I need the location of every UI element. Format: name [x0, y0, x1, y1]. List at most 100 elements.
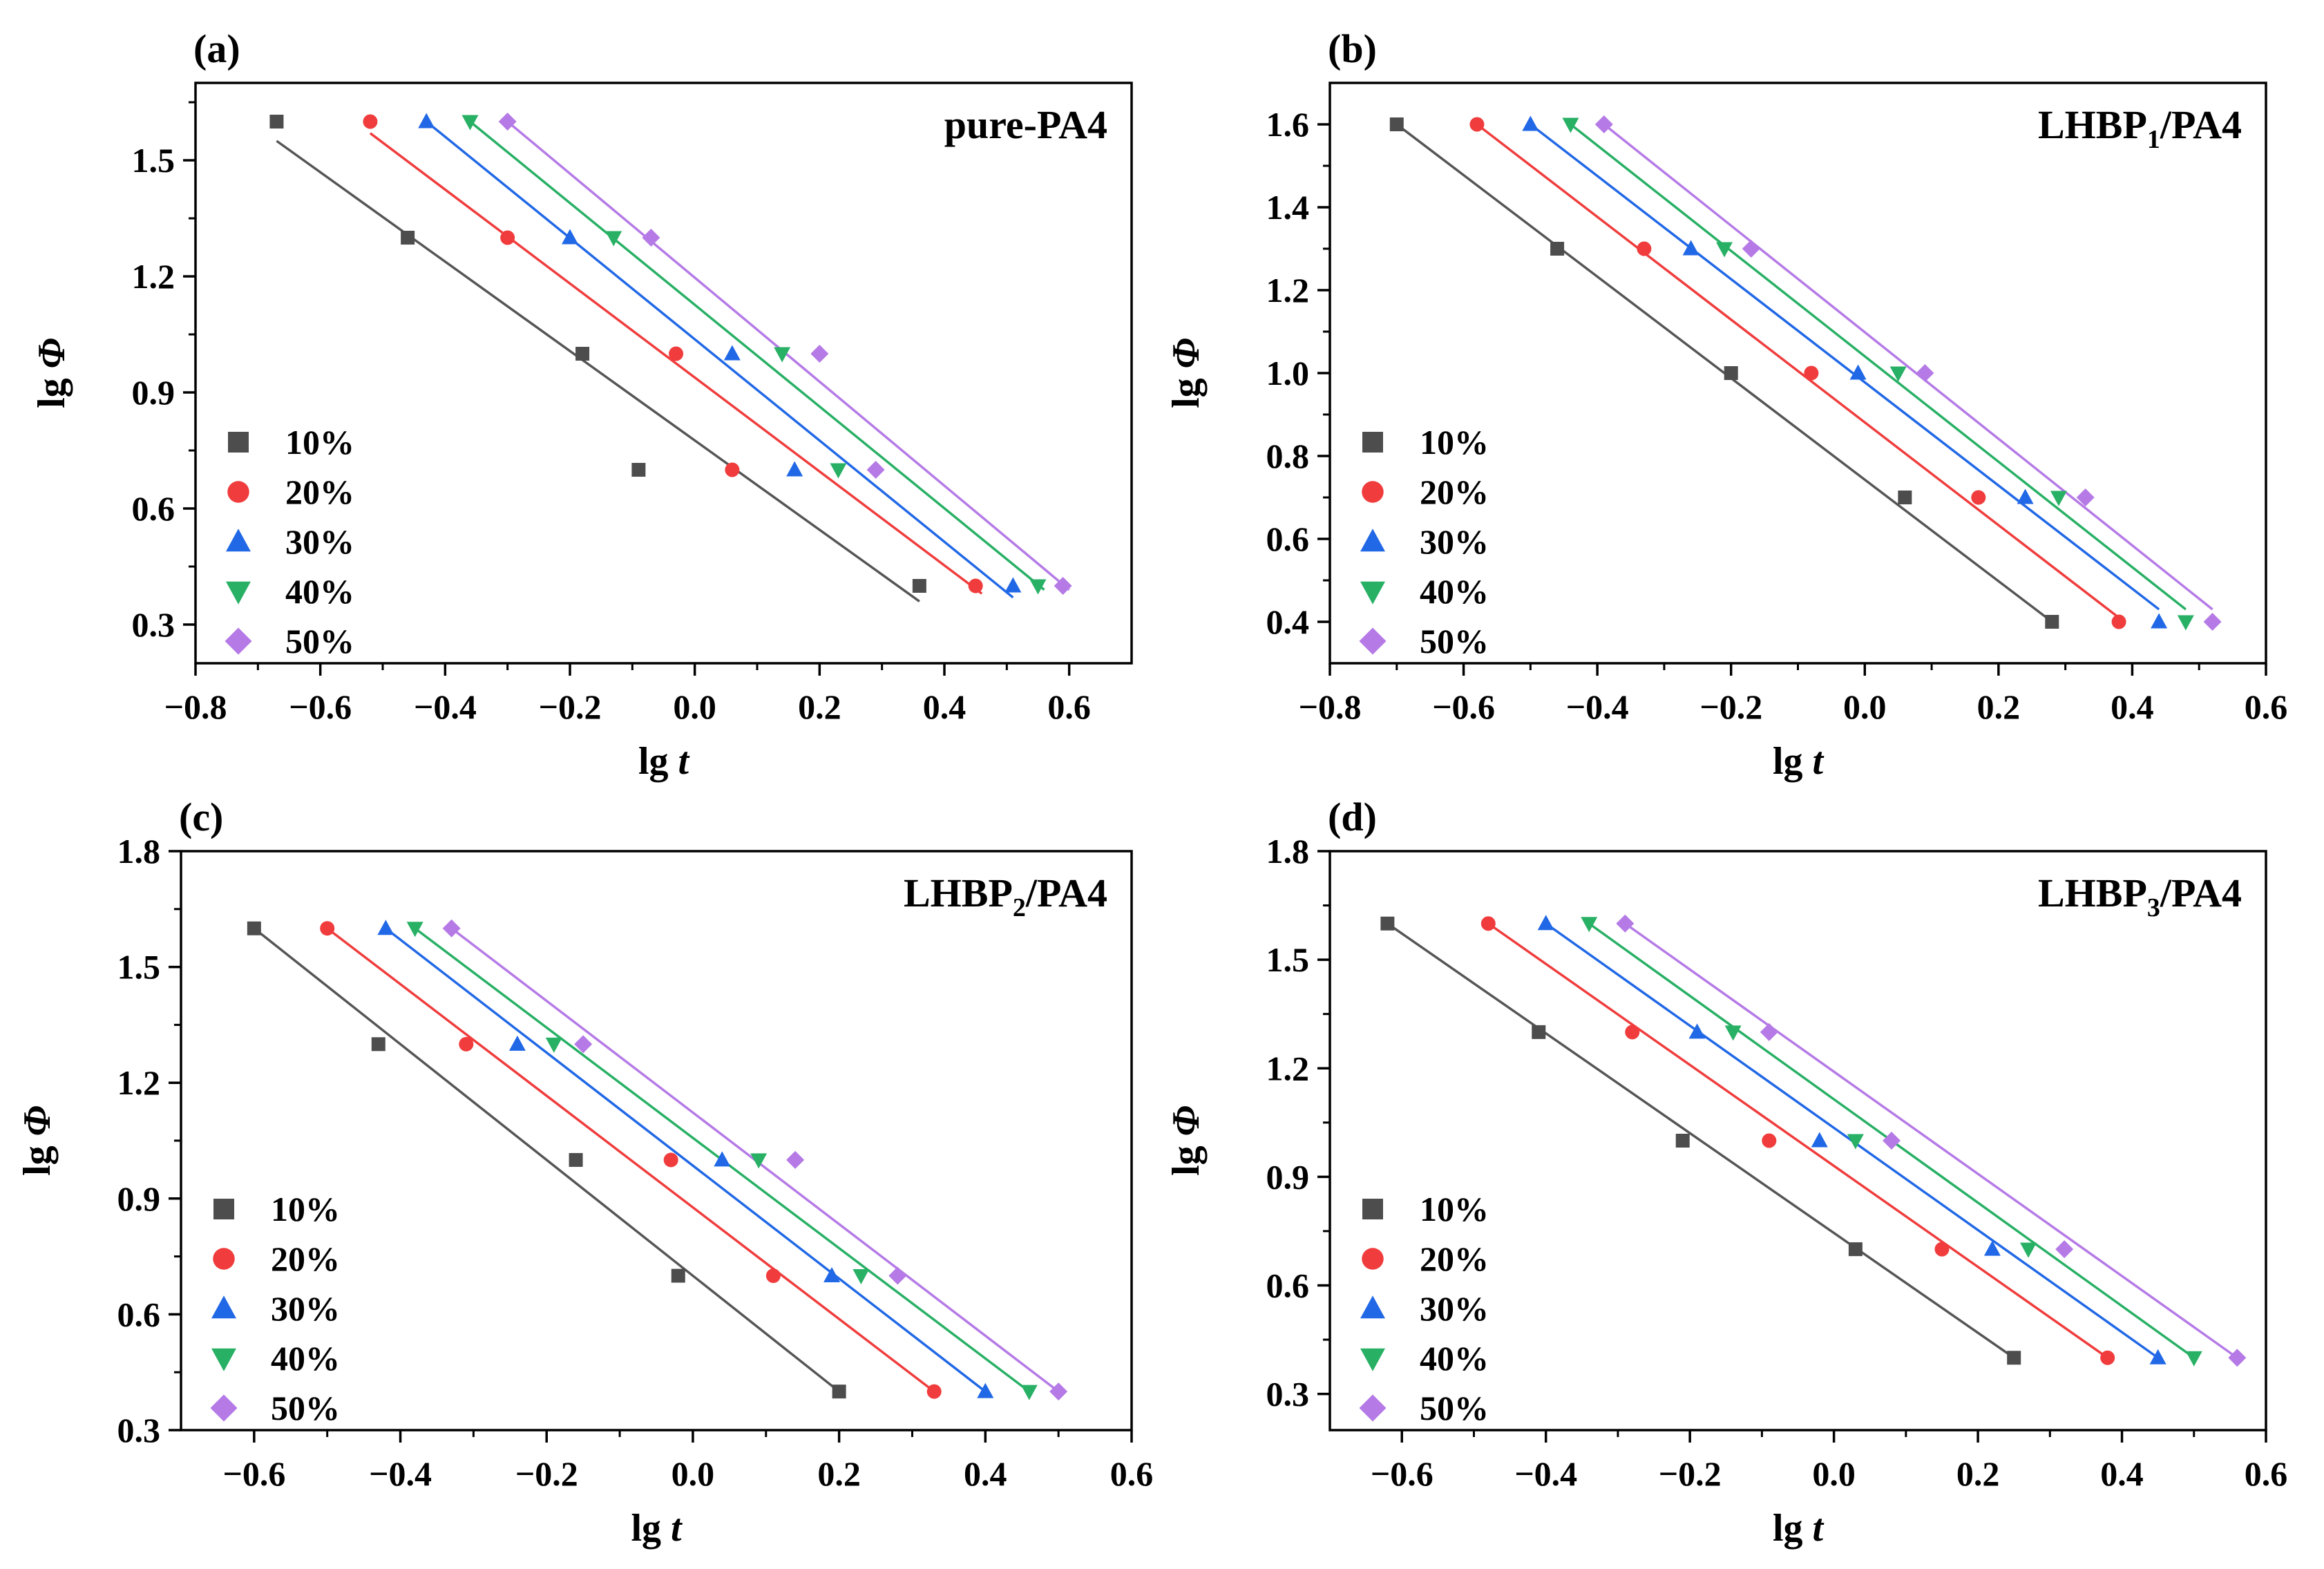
legend-label: 30%	[285, 522, 354, 561]
y-tick-label: 0.6	[1266, 520, 1310, 558]
legend-label: 50%	[285, 622, 354, 660]
x-tick-label: 0.0	[673, 687, 716, 726]
panel-title: LHBP3/PA4	[2038, 871, 2242, 922]
data-point-10pct-2	[401, 231, 415, 245]
data-point-50pct-2	[1760, 1023, 1778, 1041]
data-point-50pct-4	[866, 461, 885, 479]
data-point-40pct-1	[1581, 917, 1598, 933]
fit-line-10pct	[253, 927, 840, 1393]
data-point-20pct-5	[968, 578, 983, 593]
x-tick-label: −0.2	[515, 1454, 578, 1493]
data-point-10pct-4	[1898, 491, 1912, 504]
y-tick-label: 0.4	[1266, 602, 1310, 641]
data-point-10pct-1	[269, 115, 284, 129]
data-point-40pct-5	[2185, 1351, 2202, 1367]
x-tick-label: 0.6	[1047, 687, 1091, 726]
legend-label: 20%	[285, 473, 354, 511]
data-point-30pct-4	[786, 461, 803, 477]
y-tick-label: 1.2	[117, 1063, 161, 1102]
data-point-50pct-1	[1616, 914, 1635, 933]
legend-label: 40%	[1420, 1339, 1489, 1378]
x-tick-label: 0.2	[1977, 687, 2021, 726]
data-point-30pct-4	[2017, 488, 2034, 504]
data-point-50pct-1	[498, 113, 517, 131]
x-tick-label: −0.6	[1371, 1454, 1434, 1493]
x-axis-label: lg t	[1773, 740, 1825, 783]
chart-panel-d: −0.6 −0.4 −0.2 0.0 0.2 0.4 0.6 0.3 0.6 0.9 1.2 1.5 1…	[1165, 795, 2287, 1550]
data-point-40pct-3	[1889, 366, 1907, 382]
panel-title: LHBP1/PA4	[2038, 102, 2242, 154]
data-point-40pct-1	[461, 115, 479, 131]
data-point-20pct-2	[1625, 1025, 1640, 1040]
data-point-10pct-2	[371, 1037, 385, 1052]
y-tick-label: 0.3	[132, 605, 175, 644]
x-tick-label: −0.4	[1514, 1454, 1577, 1493]
x-tick-label: −0.6	[222, 1454, 285, 1493]
legend-label: 50%	[1420, 1389, 1489, 1427]
y-tick-label: 1.8	[117, 832, 161, 871]
x-axis-label: lg t	[1773, 1507, 1825, 1550]
data-point-10pct-4	[631, 463, 646, 477]
data-point-20pct-3	[1804, 365, 1819, 381]
data-point-10pct-3	[1724, 366, 1738, 380]
x-tick-label: 0.2	[817, 1454, 861, 1493]
data-point-50pct-3	[1883, 1132, 1901, 1150]
x-tick-label: −0.2	[539, 687, 602, 726]
fit-line-50pct	[1603, 123, 2213, 611]
data-point-50pct-4	[888, 1266, 907, 1285]
data-point-10pct-3	[575, 347, 590, 361]
y-tick-label: 0.6	[1266, 1266, 1310, 1305]
fit-line-30pct	[426, 120, 1014, 599]
x-tick-label: 0.2	[798, 687, 841, 726]
data-point-20pct-1	[363, 114, 378, 129]
data-point-20pct-4	[1971, 490, 1986, 505]
data-point-10pct-5	[2007, 1351, 2021, 1365]
legend-label: 40%	[285, 572, 354, 611]
panel-title: pure-PA4	[944, 102, 1107, 147]
data-point-30pct-2	[1688, 1023, 1706, 1039]
data-point-30pct-5	[1004, 577, 1022, 593]
y-tick-label: 1.6	[1266, 105, 1310, 144]
legend-marker-40pct	[1360, 1348, 1385, 1371]
data-point-50pct-5	[1049, 1382, 1068, 1401]
data-point-10pct-4	[1848, 1242, 1863, 1257]
fit-line-50pct	[506, 120, 1070, 591]
data-point-50pct-2	[574, 1035, 593, 1054]
legend-label: 30%	[1420, 522, 1489, 561]
data-point-10pct-1	[1389, 117, 1404, 131]
x-tick-label: −0.6	[1432, 687, 1495, 726]
fit-line-50pct	[1624, 922, 2238, 1359]
fit-line-10pct	[276, 140, 920, 602]
data-point-40pct-4	[2050, 491, 2067, 506]
chart-panel-a: −0.8 −0.6 −0.4 −0.2 0.0 0.2 0.4 0.6 0.3 0.6 0.9 1.2…	[30, 26, 1133, 783]
fit-line-20pct	[1487, 922, 2108, 1359]
y-tick-label: 1.0	[1266, 354, 1310, 392]
data-point-50pct-1	[1594, 115, 1613, 133]
legend-marker-10pct	[1362, 1199, 1383, 1219]
data-point-10pct-2	[1532, 1025, 1546, 1039]
fit-line-40pct	[469, 120, 1045, 591]
legend-label: 10%	[1420, 423, 1489, 462]
data-point-30pct-1	[1537, 915, 1554, 931]
panel-title: LHBP2/PA4	[904, 871, 1107, 922]
y-tick-label: 1.5	[117, 948, 161, 987]
data-point-50pct-4	[2055, 1240, 2074, 1259]
data-point-10pct-3	[1675, 1134, 1690, 1148]
legend-label: 30%	[1420, 1289, 1489, 1328]
legend-marker-30pct	[1360, 529, 1385, 552]
data-point-30pct-5	[2149, 1349, 2166, 1364]
legend-marker-40pct	[1360, 581, 1385, 605]
data-point-50pct-5	[2228, 1349, 2247, 1367]
legend-marker-30pct	[226, 529, 251, 552]
data-point-40pct-5	[1020, 1385, 1038, 1400]
legend-marker-30pct	[1360, 1295, 1385, 1319]
data-point-30pct-1	[1522, 115, 1539, 131]
legend-marker-20pct	[213, 1248, 235, 1270]
fit-line-30pct	[385, 927, 987, 1393]
data-point-20pct-4	[1934, 1242, 1950, 1257]
data-point-50pct-5	[2203, 613, 2222, 631]
data-point-20pct-2	[459, 1036, 474, 1052]
data-point-20pct-3	[1762, 1133, 1777, 1148]
data-point-40pct-3	[1847, 1134, 1864, 1150]
